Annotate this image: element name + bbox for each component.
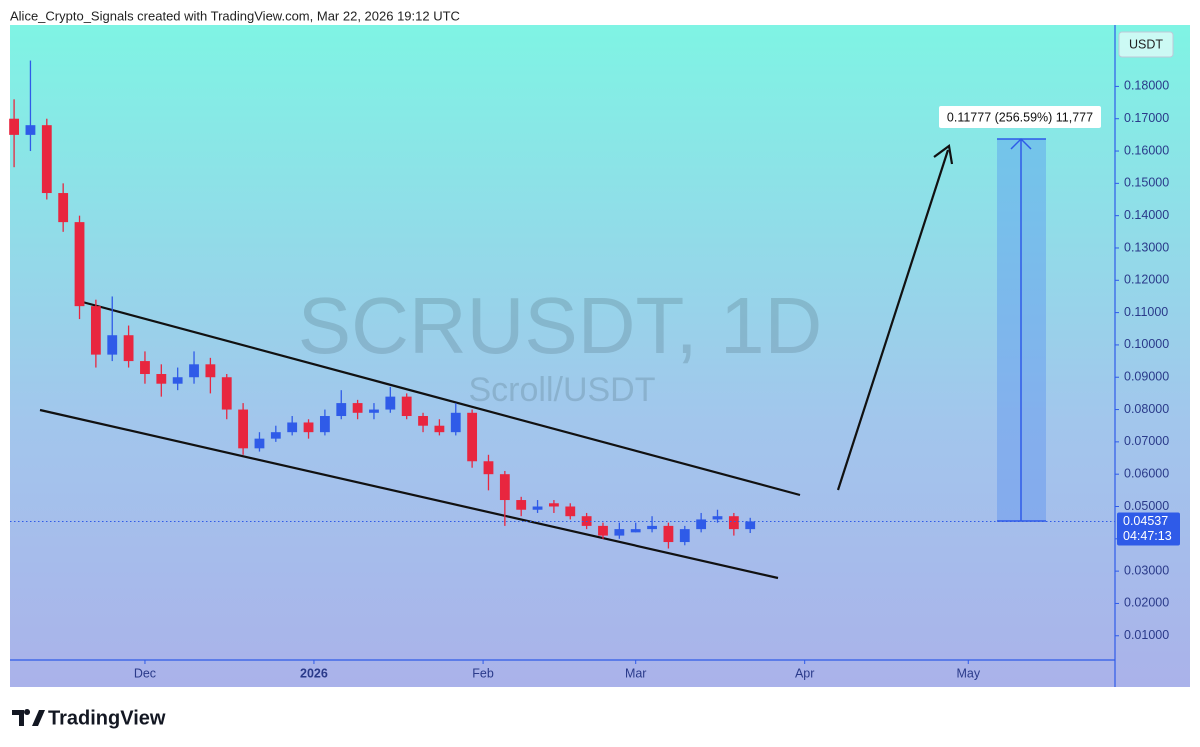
last-price-box: [1117, 512, 1180, 546]
candle-body: [123, 335, 134, 362]
candle-body: [336, 403, 347, 417]
y-tick-label: 0.12000: [1124, 273, 1169, 287]
chart-background: [10, 25, 1190, 687]
candle-body: [401, 396, 412, 417]
candle-body: [352, 403, 363, 413]
candle-body: [516, 500, 527, 510]
candle-body: [156, 374, 167, 384]
arrow-head: [933, 144, 954, 165]
candle-body: [450, 412, 461, 433]
candle-body: [418, 416, 428, 426]
measure-label: 0.11777 (256.59%) 11,777: [947, 110, 1093, 124]
candle-body: [549, 503, 559, 507]
x-tick-label: 2026: [300, 666, 328, 680]
brand-logo: [12, 709, 45, 726]
projection-arrow: [836, 149, 950, 491]
candle-body: [238, 409, 249, 449]
y-tick-label: 0.02000: [1124, 596, 1169, 610]
candle-body: [712, 516, 723, 520]
y-tick-label: 0.10000: [1124, 337, 1169, 351]
currency-box: [1118, 31, 1174, 58]
x-tick-label: Mar: [625, 666, 647, 680]
candle-body: [434, 425, 445, 433]
candle-body: [369, 409, 379, 413]
candle-body: [614, 529, 625, 536]
x-tick-label: Apr: [795, 666, 814, 680]
candle-body: [483, 461, 494, 475]
last-price-label: 0.04537: [1123, 514, 1168, 528]
candle-body: [745, 521, 756, 530]
channel-upper: [74, 298, 801, 497]
y-tick-label: 0.03000: [1124, 563, 1169, 577]
y-tick-label: 0.08000: [1124, 402, 1169, 416]
countdown: 04:47:13: [1123, 529, 1172, 543]
candle-body: [189, 364, 199, 378]
candle-body: [41, 125, 52, 194]
candle-body: [140, 361, 150, 375]
candle-body: [303, 422, 314, 433]
candle-body: [679, 529, 690, 543]
candle-body: [647, 525, 657, 530]
y-tick-label: 0.05000: [1124, 499, 1169, 513]
channel-lower: [39, 408, 779, 580]
y-tick-label: 0.11000: [1124, 305, 1168, 319]
candle-body: [74, 222, 85, 307]
candle-body: [107, 335, 118, 355]
candle-body: [254, 438, 265, 449]
y-tick-label: 0.07000: [1124, 434, 1169, 448]
x-tick-label: May: [956, 666, 980, 680]
candle-body: [90, 306, 101, 355]
candle-body: [696, 519, 707, 530]
x-tick-label: Feb: [472, 666, 494, 680]
candle-body: [598, 525, 608, 536]
candle-body: [532, 506, 543, 510]
y-tick-label: 0.14000: [1124, 208, 1169, 222]
watermark: SCRUSDT, 1D: [298, 281, 823, 370]
candle-body: [565, 506, 576, 517]
y-tick-label: 0.15000: [1124, 176, 1169, 190]
y-tick-label: 0.09000: [1124, 370, 1169, 384]
y-tick-label: 0.06000: [1124, 466, 1169, 480]
candle-body: [385, 396, 396, 410]
candle-body: [221, 377, 232, 410]
currency: USDT: [1129, 37, 1163, 51]
header: Alice_Crypto_Signals created with Tradin…: [10, 8, 460, 23]
watermark-sub: Scroll/USDT: [468, 371, 655, 409]
measure-label-box: [939, 106, 1101, 128]
x-tick-label: Dec: [134, 666, 156, 680]
y-tick-label: 0.01000: [1124, 628, 1169, 642]
candle-body: [630, 529, 641, 533]
candle-body: [9, 118, 19, 135]
candle-body: [172, 377, 183, 384]
candle-body: [319, 416, 330, 433]
candle-body: [287, 422, 298, 433]
candle-body: [205, 364, 216, 378]
brand: TradingView: [48, 707, 166, 729]
y-tick-label: 0.16000: [1124, 143, 1169, 157]
y-tick-label: 0.13000: [1124, 240, 1169, 254]
candle-body: [467, 412, 478, 462]
y-tick-label: 0.17000: [1124, 111, 1169, 125]
candle-body: [58, 193, 69, 223]
candle-body: [663, 525, 674, 543]
candle-body: [270, 432, 281, 439]
candle-body: [728, 516, 739, 530]
candle-body: [25, 125, 36, 135]
candle-body: [499, 474, 510, 501]
y-tick-label: 0.18000: [1124, 79, 1169, 93]
